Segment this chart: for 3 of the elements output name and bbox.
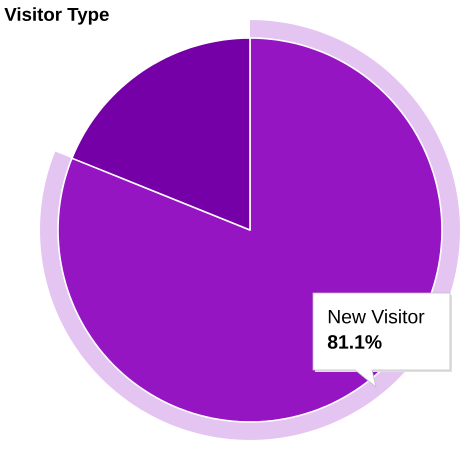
slice-label: New Visitor <box>328 309 424 324</box>
data-label: 81.1% <box>328 335 382 349</box>
chart-title: Visitor Type <box>4 7 109 25</box>
